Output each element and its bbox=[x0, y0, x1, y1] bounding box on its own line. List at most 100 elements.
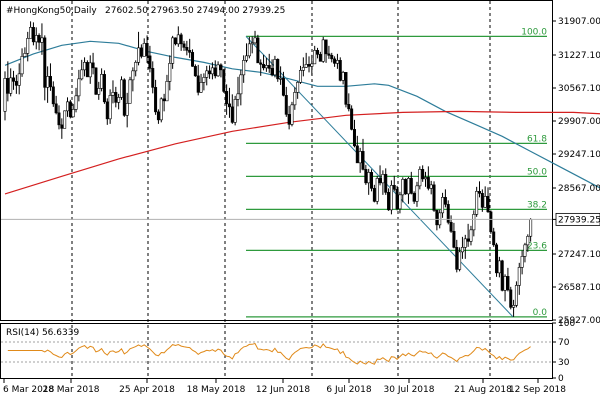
candle-body bbox=[250, 42, 254, 45]
candle-body bbox=[418, 169, 422, 187]
candle-body bbox=[387, 192, 391, 211]
candle-body bbox=[139, 47, 143, 57]
candle-body bbox=[154, 87, 158, 113]
candle-body bbox=[171, 37, 175, 64]
candle-body bbox=[492, 231, 496, 246]
candle-body bbox=[34, 35, 38, 43]
candle-body bbox=[389, 185, 393, 211]
candle-body bbox=[31, 27, 35, 43]
candle-body bbox=[256, 37, 260, 64]
y-tick-label: 29907.00 bbox=[558, 117, 600, 127]
y-tick-label: 26587.10 bbox=[558, 283, 600, 293]
candle-body bbox=[304, 64, 308, 68]
candle-body bbox=[77, 78, 81, 97]
chart-frame bbox=[0, 0, 553, 321]
candle-body bbox=[452, 231, 456, 248]
candle-body bbox=[290, 104, 294, 125]
candle-body bbox=[253, 37, 257, 44]
candle-body bbox=[173, 37, 177, 45]
candle-body bbox=[66, 101, 70, 112]
candle-body bbox=[12, 77, 16, 82]
candle-body bbox=[316, 50, 320, 55]
candle-body bbox=[219, 64, 223, 71]
candle-body bbox=[193, 66, 197, 77]
candle-body bbox=[338, 60, 342, 81]
candle-body bbox=[301, 67, 305, 71]
candle-body bbox=[60, 124, 64, 129]
candle-body bbox=[514, 285, 518, 306]
rsi-tick-label: 0 bbox=[558, 374, 564, 384]
rsi-label: RSI(14) 56.6339 bbox=[6, 328, 79, 338]
candle-body bbox=[134, 62, 138, 72]
candle-body bbox=[279, 78, 283, 80]
candle-body bbox=[168, 63, 172, 82]
x-tick-label: 12 Jun 2018 bbox=[256, 385, 310, 395]
candle-body bbox=[182, 43, 186, 48]
x-tick-label: 6 Mar 2018 bbox=[3, 385, 55, 395]
y-tick-label: 28567.00 bbox=[558, 184, 600, 194]
candle-body bbox=[222, 69, 226, 92]
candle-body bbox=[57, 112, 61, 126]
candle-body bbox=[441, 197, 445, 214]
candle-body bbox=[176, 34, 180, 45]
candle-body bbox=[335, 60, 339, 64]
candle-body bbox=[9, 77, 13, 94]
y-tick-label: 29247.10 bbox=[558, 150, 600, 160]
rsi-line bbox=[7, 342, 531, 365]
candle-body bbox=[350, 108, 354, 130]
candle-body bbox=[216, 64, 220, 77]
candle-body bbox=[321, 39, 325, 62]
candle-body bbox=[347, 104, 351, 110]
candle-body bbox=[23, 53, 27, 57]
x-tick-label: 28 Mar 2018 bbox=[42, 385, 99, 395]
candle-body bbox=[483, 196, 487, 208]
x-tick-label: 25 Apr 2018 bbox=[119, 385, 175, 395]
candle-body bbox=[455, 247, 459, 270]
candle-body bbox=[210, 67, 214, 75]
fib-level-label: 61.8 bbox=[527, 134, 547, 144]
candle-body bbox=[426, 177, 430, 189]
y-tick-label: 31907.00 bbox=[558, 17, 600, 27]
candle-body bbox=[477, 191, 481, 194]
candle-body bbox=[503, 276, 507, 291]
candle-body bbox=[406, 178, 410, 195]
candle-body bbox=[523, 244, 527, 257]
candle-body bbox=[370, 172, 374, 189]
candle-body bbox=[179, 34, 183, 45]
candle-body bbox=[159, 98, 163, 121]
candle-body bbox=[3, 78, 7, 112]
candle-body bbox=[17, 73, 21, 86]
fib-level-label: 50.0 bbox=[527, 167, 547, 177]
candle-body bbox=[259, 62, 263, 65]
candle-body bbox=[63, 110, 67, 129]
candle-body bbox=[378, 178, 382, 184]
candle-body bbox=[156, 111, 160, 121]
candle-body bbox=[151, 68, 155, 88]
candle-body bbox=[51, 86, 55, 105]
candle-body bbox=[497, 260, 501, 274]
last-price-box bbox=[555, 212, 600, 226]
candle-body bbox=[472, 214, 476, 231]
candle-body bbox=[117, 97, 121, 103]
candle-body bbox=[102, 74, 106, 103]
candle-body bbox=[43, 37, 47, 88]
candle-body bbox=[148, 55, 152, 69]
candle-body bbox=[367, 172, 371, 184]
candle-body bbox=[119, 79, 123, 98]
candle-body bbox=[475, 191, 479, 215]
candle-body bbox=[438, 212, 442, 226]
candle-body bbox=[267, 65, 271, 69]
x-tick-label: 21 Aug 2018 bbox=[454, 385, 512, 395]
candle-body bbox=[495, 244, 499, 274]
candle-body bbox=[358, 151, 362, 164]
rsi-tick-label: 70 bbox=[558, 338, 570, 348]
y-tick-label: 25927.00 bbox=[558, 316, 600, 326]
candle-body bbox=[205, 70, 209, 78]
candle-body bbox=[202, 77, 206, 83]
candle-body bbox=[489, 211, 493, 233]
candle-body bbox=[68, 101, 72, 118]
candle-body bbox=[85, 62, 89, 78]
candle-body bbox=[310, 63, 314, 67]
x-tick-label: 6 Jul 2018 bbox=[326, 385, 371, 395]
